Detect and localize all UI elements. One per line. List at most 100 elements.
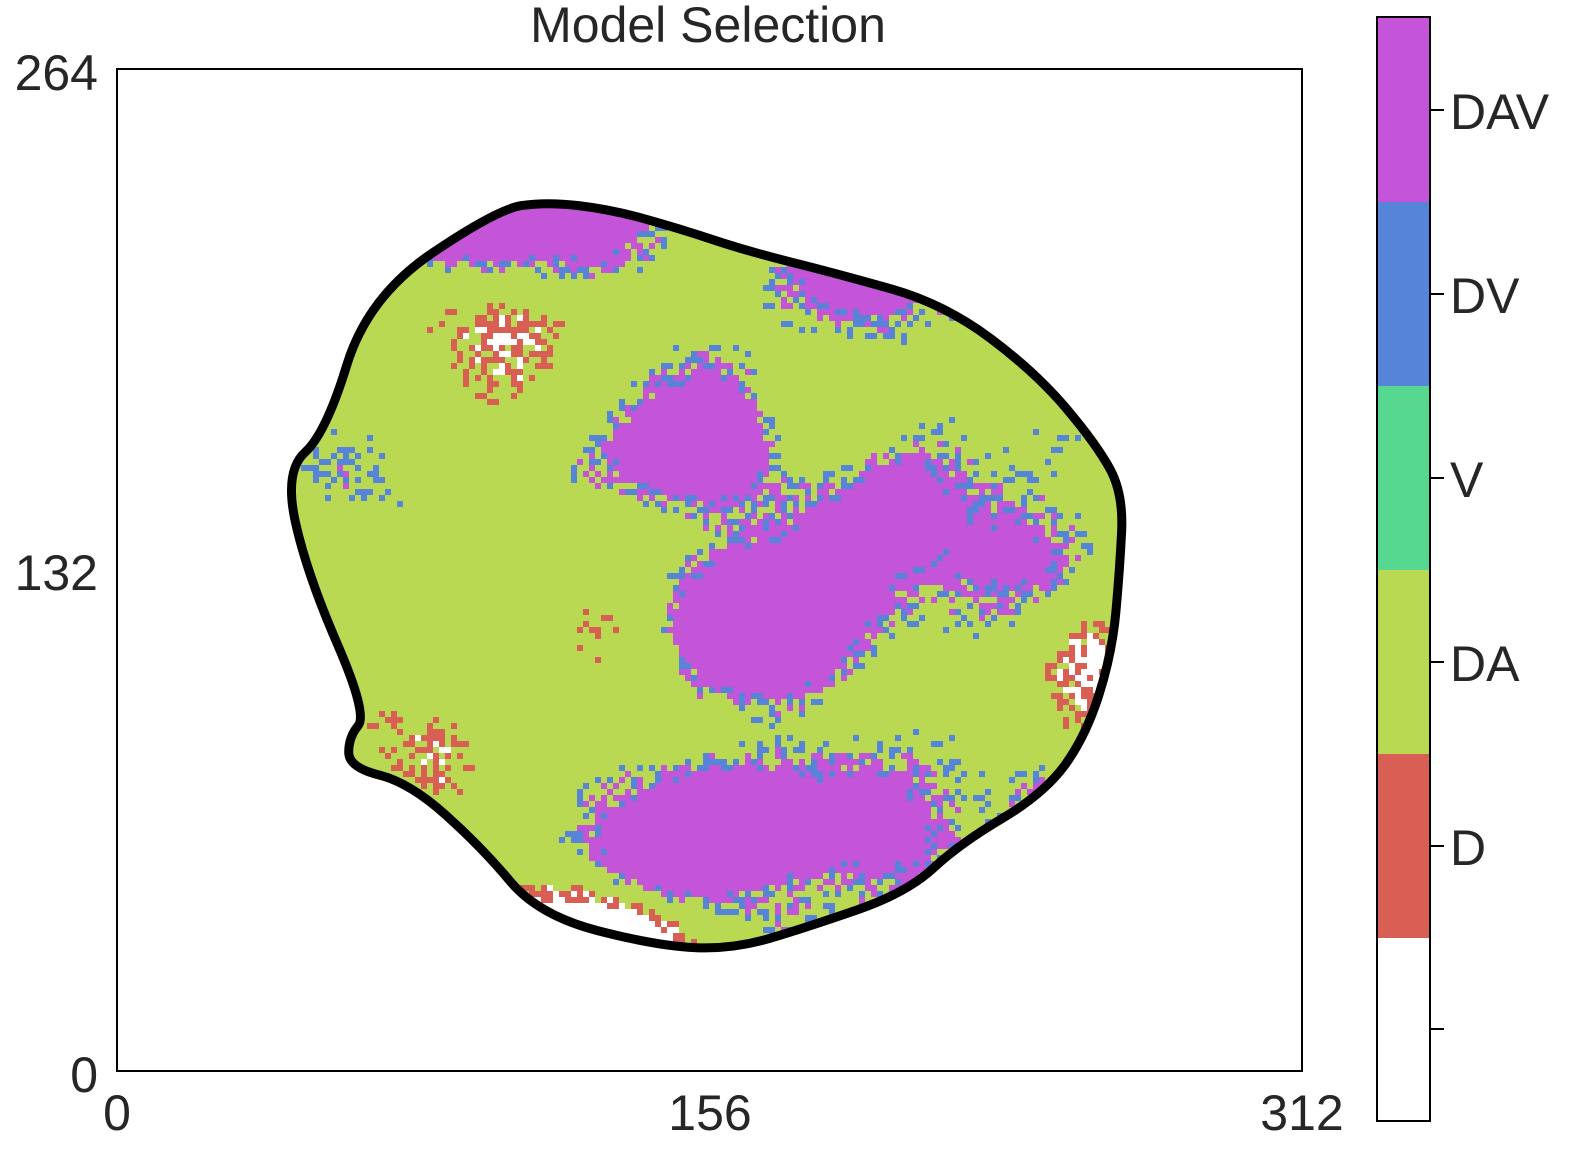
heatmap-cell (559, 309, 565, 315)
heatmap-cell (721, 279, 727, 285)
heatmap-cell (487, 267, 493, 273)
heatmap-cell (823, 291, 829, 297)
heatmap-cell (631, 261, 637, 267)
heatmap-cell (541, 261, 547, 267)
heatmap-cell (775, 267, 781, 273)
heatmap-cell (511, 297, 517, 303)
heatmap-cell (613, 243, 619, 249)
heatmap-cell (877, 291, 883, 297)
heatmap-cell (601, 237, 607, 243)
heatmap-cell (679, 285, 685, 291)
heatmap-cell (439, 261, 445, 267)
heatmap-cell (463, 321, 469, 327)
heatmap-cell (715, 267, 721, 273)
heatmap-cell (559, 237, 565, 243)
heatmap-cell (907, 315, 913, 321)
heatmap-cell (625, 225, 631, 231)
heatmap-cell (403, 285, 409, 291)
heatmap-cell (559, 249, 565, 255)
heatmap-cell (739, 273, 745, 279)
heatmap-cell (859, 297, 865, 303)
heatmap-cell (727, 303, 733, 309)
heatmap-cell (865, 297, 871, 303)
heatmap-cell (439, 255, 445, 261)
heatmap-cell (907, 303, 913, 309)
heatmap-cell (859, 291, 865, 297)
heatmap-cell (763, 291, 769, 297)
heatmap-cell (463, 273, 469, 279)
heatmap-cell (487, 231, 493, 237)
heatmap-cell (463, 297, 469, 303)
heatmap-cell (703, 303, 709, 309)
heatmap-cell (625, 243, 631, 249)
heatmap-cell (649, 303, 655, 309)
heatmap-cell (625, 315, 631, 321)
heatmap-cell (631, 279, 637, 285)
heatmap-cell (805, 309, 811, 315)
heatmap-cell (451, 291, 457, 297)
heatmap-cell (457, 279, 463, 285)
heatmap-cell (439, 291, 445, 297)
heatmap-cell (559, 303, 565, 309)
heatmap-cell (499, 243, 505, 249)
heatmap-cell (553, 285, 559, 291)
heatmap-cell (619, 297, 625, 303)
heatmap-cell (607, 261, 613, 267)
heatmap-cell (703, 297, 709, 303)
heatmap-cell (547, 231, 553, 237)
heatmap-cell (529, 315, 535, 321)
heatmap-cell (487, 279, 493, 285)
heatmap-cell (493, 231, 499, 237)
heatmap-cell (583, 309, 589, 315)
heatmap-cell (523, 273, 529, 279)
heatmap-cell (517, 285, 523, 291)
heatmap-cell (709, 267, 715, 273)
heatmap-cell (541, 255, 547, 261)
heatmap-cell (601, 249, 607, 255)
heatmap-cell (817, 279, 823, 285)
heatmap-cell (625, 231, 631, 237)
heatmap-cell (457, 321, 463, 327)
heatmap-cell (661, 237, 667, 243)
heatmap-cell (493, 315, 499, 321)
heatmap-cell (679, 279, 685, 285)
heatmap-cell (649, 231, 655, 237)
heatmap-cell (649, 249, 655, 255)
heatmap-cell (625, 303, 631, 309)
heatmap-cell (667, 315, 673, 321)
heatmap-cell (787, 273, 793, 279)
heatmap-cell (763, 279, 769, 285)
heatmap-cell (667, 303, 673, 309)
heatmap-cell (847, 309, 853, 315)
heatmap-cell (445, 273, 451, 279)
heatmap-cell (577, 273, 583, 279)
heatmap-cell (583, 285, 589, 291)
heatmap-cell (577, 291, 583, 297)
heatmap-cell (595, 267, 601, 273)
heatmap-cell (643, 243, 649, 249)
heatmap-cell (823, 285, 829, 291)
heatmap-cell (517, 321, 523, 327)
heatmap-cell (691, 303, 697, 309)
heatmap-cell (511, 261, 517, 267)
heatmap-cell (571, 255, 577, 261)
heatmap-cell (739, 291, 745, 297)
heatmap-cell (583, 273, 589, 279)
heatmap-cell (745, 309, 751, 315)
heatmap-cell (757, 291, 763, 297)
heatmap-cell (613, 231, 619, 237)
heatmap-cell (505, 309, 511, 315)
heatmap-cell (535, 231, 541, 237)
heatmap-cell (535, 249, 541, 255)
heatmap-cell (781, 309, 787, 315)
heatmap-cell (781, 267, 787, 273)
heatmap-cell (535, 309, 541, 315)
heatmap-cell (835, 303, 841, 309)
heatmap-cell (523, 237, 529, 243)
heatmap-cell (433, 267, 439, 273)
heatmap-cell (523, 309, 529, 315)
heatmap-cell (745, 291, 751, 297)
heatmap-cell (571, 231, 577, 237)
heatmap-cell (475, 273, 481, 279)
heatmap-cell (565, 249, 571, 255)
